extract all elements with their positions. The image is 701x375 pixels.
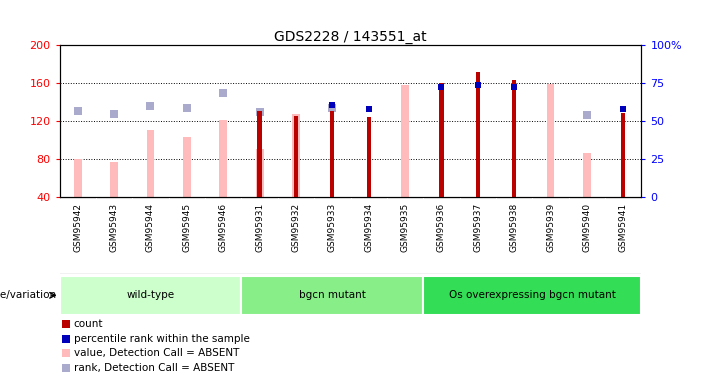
Bar bbox=[583, 153, 591, 197]
Text: wild-type: wild-type bbox=[126, 290, 175, 300]
Bar bbox=[256, 149, 264, 197]
Text: rank, Detection Call = ABSENT: rank, Detection Call = ABSENT bbox=[74, 363, 234, 373]
Text: genotype/variation: genotype/variation bbox=[0, 290, 56, 300]
Bar bbox=[330, 111, 334, 197]
Text: GSM95932: GSM95932 bbox=[292, 203, 301, 252]
Bar bbox=[257, 111, 261, 197]
Text: bgcn mutant: bgcn mutant bbox=[299, 290, 366, 300]
Text: GSM95933: GSM95933 bbox=[328, 203, 336, 252]
Text: GSM95935: GSM95935 bbox=[400, 203, 409, 252]
Bar bbox=[423, 276, 641, 315]
Text: GSM95946: GSM95946 bbox=[219, 203, 228, 252]
Bar bbox=[241, 276, 423, 315]
Bar bbox=[475, 72, 480, 197]
Bar bbox=[512, 80, 517, 197]
Text: GSM95937: GSM95937 bbox=[473, 203, 482, 252]
Bar bbox=[294, 116, 298, 197]
Text: GSM95938: GSM95938 bbox=[510, 203, 519, 252]
Bar bbox=[621, 113, 625, 197]
Bar bbox=[183, 137, 191, 197]
Text: GSM95934: GSM95934 bbox=[365, 203, 373, 252]
Bar bbox=[110, 162, 118, 197]
Text: GSM95943: GSM95943 bbox=[109, 203, 118, 252]
Text: GSM95936: GSM95936 bbox=[437, 203, 446, 252]
Bar bbox=[147, 130, 154, 197]
Bar bbox=[547, 84, 554, 197]
Text: value, Detection Call = ABSENT: value, Detection Call = ABSENT bbox=[74, 348, 239, 358]
Bar bbox=[401, 85, 409, 197]
Text: Os overexpressing bgcn mutant: Os overexpressing bgcn mutant bbox=[449, 290, 615, 300]
Bar bbox=[60, 276, 241, 315]
Bar bbox=[292, 114, 300, 197]
Title: GDS2228 / 143551_at: GDS2228 / 143551_at bbox=[274, 30, 427, 44]
Bar bbox=[440, 83, 444, 197]
Text: GSM95944: GSM95944 bbox=[146, 203, 155, 252]
Text: percentile rank within the sample: percentile rank within the sample bbox=[74, 334, 250, 344]
Text: GSM95939: GSM95939 bbox=[546, 203, 555, 252]
Text: GSM95931: GSM95931 bbox=[255, 203, 264, 252]
Text: GSM95940: GSM95940 bbox=[583, 203, 592, 252]
Text: count: count bbox=[74, 319, 103, 329]
Text: GSM95941: GSM95941 bbox=[619, 203, 627, 252]
Bar bbox=[219, 120, 227, 197]
Text: GSM95942: GSM95942 bbox=[74, 203, 82, 252]
Bar bbox=[367, 117, 371, 197]
Text: GSM95945: GSM95945 bbox=[182, 203, 191, 252]
Bar bbox=[74, 159, 82, 197]
